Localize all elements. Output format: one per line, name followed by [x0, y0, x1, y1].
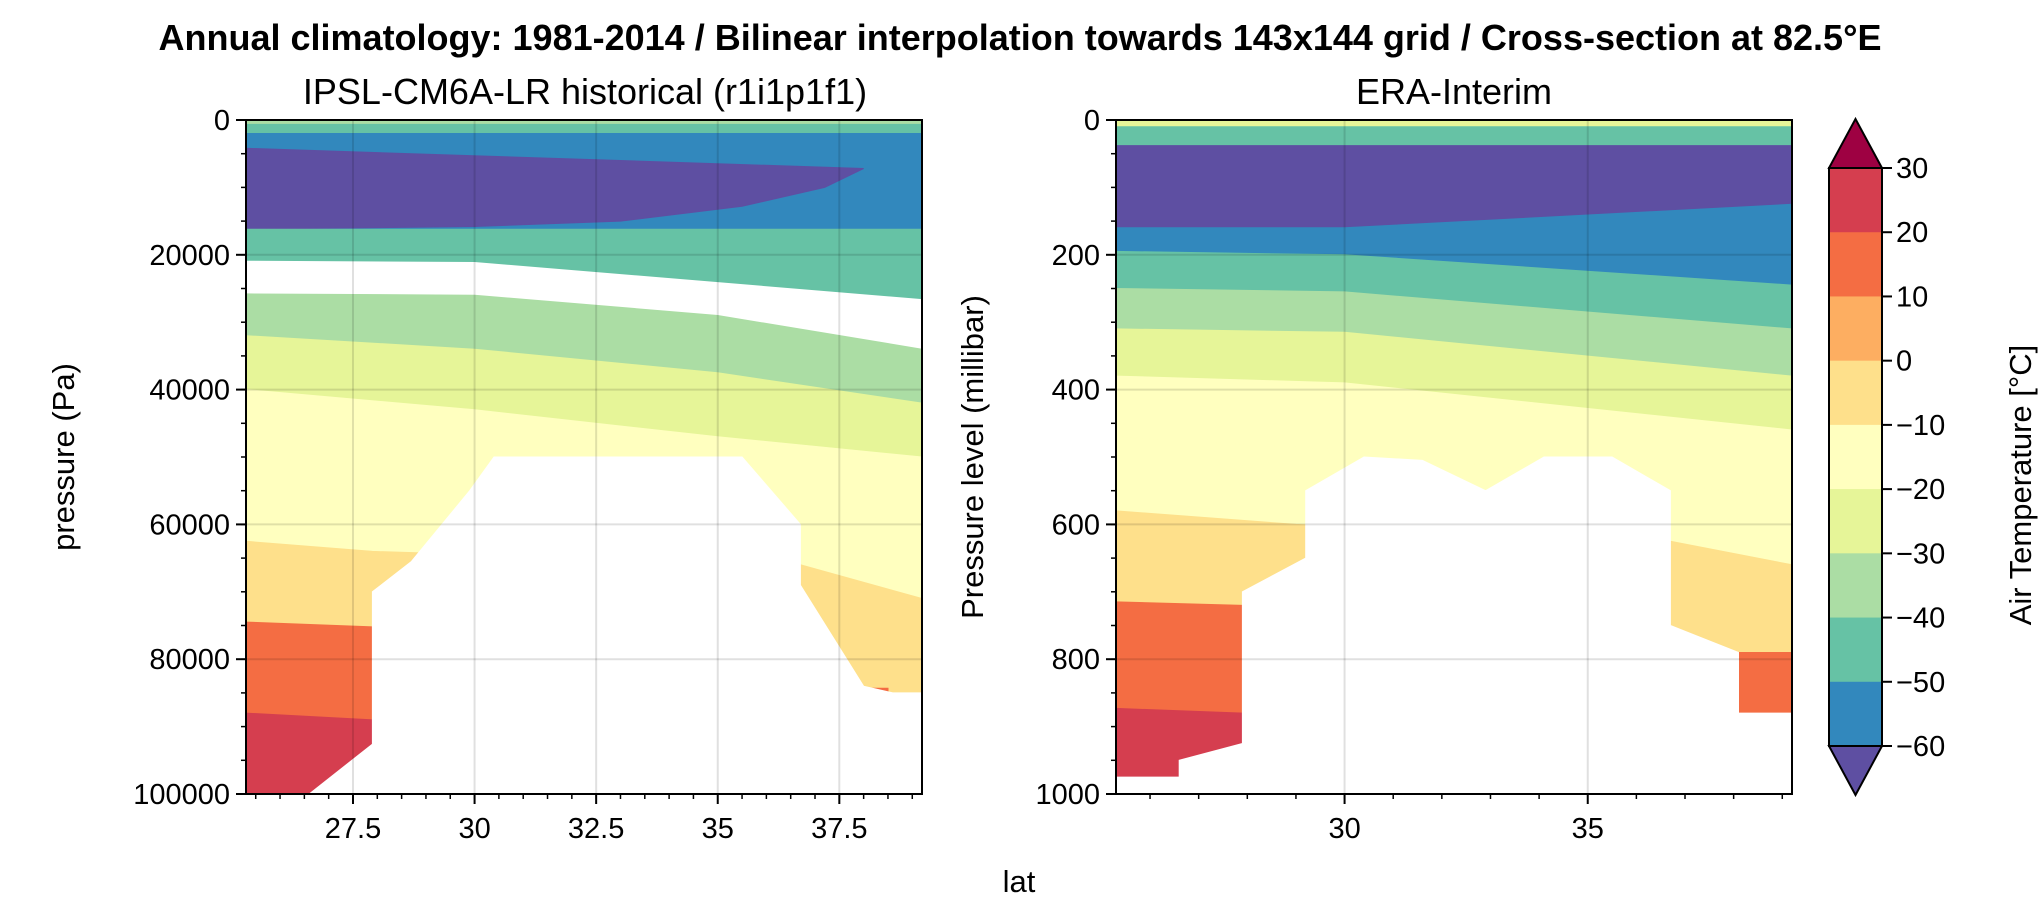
colorbar-tick-label: 0 — [1896, 346, 1912, 378]
colorbar-label: Air Temperature [°C] — [2003, 345, 2038, 626]
colorbar-frame — [1828, 167, 1883, 747]
x-tick-label: 35 — [702, 813, 734, 845]
colorbar-band-3 — [1829, 360, 1882, 426]
colorbar-band-4 — [1829, 424, 1882, 490]
contour-band-5 — [1116, 287, 1792, 377]
colorbar-band-7 — [1829, 617, 1882, 683]
colorbar-tick-label: −30 — [1896, 538, 1945, 570]
y-tick-label: 1000 — [1035, 779, 1100, 811]
y-tick-label: 40000 — [149, 375, 230, 407]
contour-band-11 — [1738, 652, 1792, 714]
colorbar-tick-label: −40 — [1896, 603, 1945, 635]
panel-era-interim: ERA-Interim Pressure level (millibar) 0 2… — [955, 71, 1793, 845]
y-tick-label: 80000 — [149, 644, 230, 676]
y-axis-label-pressure-pa: pressure (Pa) — [46, 363, 81, 551]
colorbar-tick-label: −10 — [1896, 410, 1945, 442]
x-tick-label: 37.5 — [811, 813, 867, 845]
contour-band-5 — [246, 293, 922, 404]
y-tick-label: 800 — [1052, 644, 1100, 676]
y-tick-label: 60000 — [149, 509, 230, 541]
colorbar-tick-label: 20 — [1896, 217, 1928, 249]
x-tick-label: 32.5 — [568, 813, 624, 845]
y-tick-label: 20000 — [149, 240, 230, 272]
contour-band-0 — [1116, 120, 1792, 128]
contour-band-4 — [1116, 250, 1792, 330]
colorbar-tick-label: −20 — [1896, 474, 1945, 506]
y-tick-label: 200 — [1052, 240, 1100, 272]
x-axis-label-lat: lat — [1003, 864, 1036, 899]
y-tick-label: 400 — [1052, 375, 1100, 407]
contour-band-3 — [1116, 203, 1792, 286]
contour-fill-group — [246, 120, 922, 794]
y-tick-label: 0 — [1084, 105, 1100, 137]
y-tick-label: 100000 — [133, 779, 230, 811]
colorbar: 30 20 10 0 −10 −20 −30 −40 −50 −60 — [1827, 116, 1945, 798]
x-tick-label: 30 — [1328, 813, 1360, 845]
colorbar-band-0 — [1829, 168, 1882, 233]
figure-suptitle: Annual climatology: 1981-2014 / Bilinear… — [159, 17, 1882, 58]
x-tick-label: 27.5 — [325, 813, 381, 845]
contour-band-6 — [246, 335, 922, 458]
colorbar-band-2 — [1829, 296, 1882, 362]
colorbar-band-1 — [1829, 232, 1882, 297]
contour-fill-group — [1116, 120, 1792, 794]
y-tick-label: 0 — [214, 105, 230, 137]
contour-band-4 — [246, 228, 922, 300]
plot-area-ipsl: 0 20000 40000 60000 80000 100000 27.5 30 32.5 35 3… — [133, 105, 923, 845]
colorbar-band-8 — [1829, 681, 1882, 747]
colorbar-tick-label: −50 — [1896, 667, 1945, 699]
missing-data-mask — [308, 456, 922, 794]
x-tick-label: 30 — [458, 813, 490, 845]
y-axis-label-pressure-level: Pressure level (millibar) — [955, 295, 990, 619]
plot-area-era: 0 200 400 600 800 1000 30 35 — [1035, 105, 1793, 845]
panel-title-ipsl: IPSL-CM6A-LR historical (r1i1p1f1) — [303, 71, 867, 112]
colorbar-tick-label: 10 — [1896, 281, 1928, 313]
panel-title-era: ERA-Interim — [1356, 71, 1552, 112]
colorbar-tick-label: 30 — [1896, 153, 1928, 185]
colorbar-band-5 — [1829, 489, 1882, 554]
colorbar-tick-label: −60 — [1896, 731, 1945, 763]
missing-data-mask — [1116, 456, 1792, 794]
panel-ipsl-cm6a-lr: IPSL-CM6A-LR historical (r1i1p1f1) press… — [46, 71, 923, 845]
contour-band-6 — [1116, 328, 1792, 431]
y-tick-label: 600 — [1052, 509, 1100, 541]
contour-band-1 — [1116, 126, 1792, 147]
x-tick-label: 35 — [1572, 813, 1604, 845]
colorbar-band-6 — [1829, 553, 1882, 619]
